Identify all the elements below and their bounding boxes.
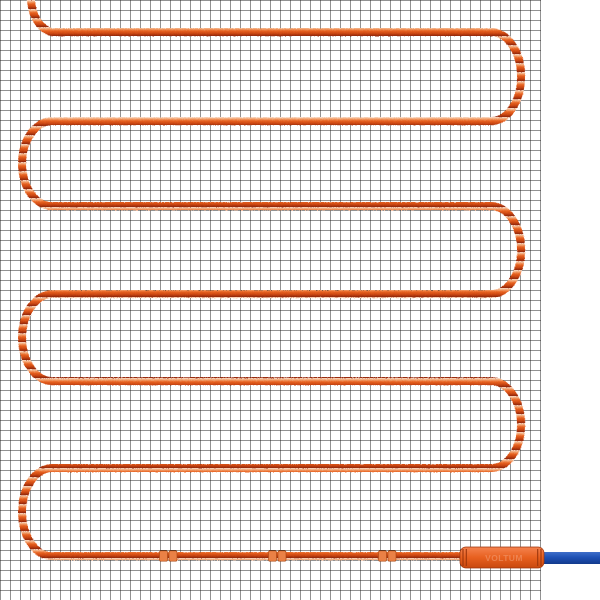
- svg-text:VOLTUM: VOLTUM: [485, 553, 523, 563]
